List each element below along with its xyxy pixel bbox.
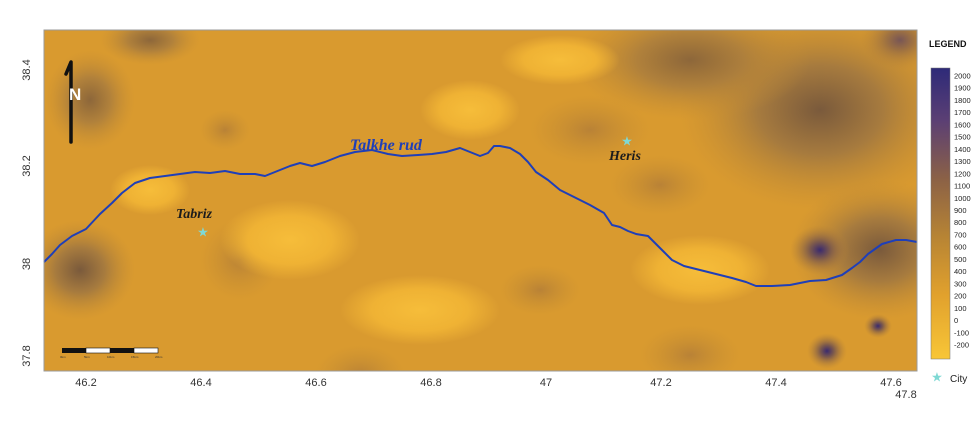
svg-text:20km: 20km <box>155 355 163 359</box>
legend: LEGEND 200019001800170016001500140013001… <box>929 39 971 385</box>
legend-tick-label: 900 <box>954 206 967 215</box>
legend-tick-label: 700 <box>954 231 967 240</box>
elevation-surface <box>44 30 917 371</box>
legend-tick-label: 1100 <box>954 182 970 191</box>
city-heris: ★ Heris <box>608 133 641 164</box>
y-tick-label: 38.4 <box>21 59 33 80</box>
city-star-icon: ★ <box>621 133 633 148</box>
x-tick-label: 47.4 <box>765 377 786 389</box>
svg-text:10km: 10km <box>107 355 115 359</box>
city-label-tabriz: Tabriz <box>176 207 213 222</box>
north-arrow-icon <box>64 60 73 144</box>
scale-bar: 0km 5km 10km 15km 20km <box>60 347 163 359</box>
legend-tick-label: 600 <box>954 243 967 252</box>
x-tick-label: 46.2 <box>75 377 96 389</box>
x-tick-label: 47.6 <box>880 377 901 389</box>
y-tick-label: 37.8 <box>21 345 33 366</box>
talkhe-rud-river <box>43 145 918 287</box>
legend-tick-label: 1500 <box>954 133 971 142</box>
legend-tick-label: 800 <box>954 218 967 227</box>
map-frame <box>43 29 918 372</box>
y-tick-label: 38.2 <box>21 155 33 176</box>
legend-city-star-icon: ★ <box>931 369 943 384</box>
legend-tick-label: 2000 <box>954 72 971 81</box>
legend-tick-label: 1200 <box>954 169 971 178</box>
legend-tick-label: 1600 <box>954 120 971 129</box>
legend-tick-label: 300 <box>954 279 967 288</box>
y-tick-label: 38 <box>21 258 33 270</box>
river-label: Talkhe rud <box>350 137 423 154</box>
legend-title: LEGEND <box>929 39 967 49</box>
legend-tick-label: -100 <box>954 328 969 337</box>
legend-tick-label: 1900 <box>954 84 971 93</box>
city-tabriz: ★ Tabriz <box>176 207 213 239</box>
legend-city-label: City <box>950 374 967 385</box>
svg-text:0km: 0km <box>60 355 66 359</box>
legend-tick-label: -200 <box>954 341 969 350</box>
legend-ticks: 2000190018001700160015001400130012001100… <box>954 72 971 350</box>
legend-tick-label: 1700 <box>954 108 971 117</box>
legend-tick-label: 1800 <box>954 96 971 105</box>
x-axis: 46.2 46.4 46.6 46.8 47 47.2 47.4 47.6 47… <box>75 377 916 401</box>
x-tick-label: 47.2 <box>650 377 671 389</box>
legend-tick-label: 400 <box>954 267 967 276</box>
city-label-heris: Heris <box>608 149 641 164</box>
x-tick-label: 47 <box>540 377 552 389</box>
legend-tick-label: 100 <box>954 304 967 313</box>
svg-text:5km: 5km <box>84 355 90 359</box>
north-label: N <box>69 85 81 104</box>
city-star-icon: ★ <box>197 224 209 239</box>
x-tick-label: 46.6 <box>305 377 326 389</box>
svg-text:15km: 15km <box>131 355 139 359</box>
legend-tick-label: 1400 <box>954 145 971 154</box>
legend-tick-label: 1000 <box>954 194 971 203</box>
x-tick-label: 46.4 <box>190 377 211 389</box>
x-tick-label: 47.8 <box>895 389 916 401</box>
legend-tick-label: 1300 <box>954 157 971 166</box>
x-tick-label: 46.8 <box>420 377 441 389</box>
legend-tick-label: 500 <box>954 255 967 264</box>
legend-tick-label: 0 <box>954 316 958 325</box>
north-arrow: N <box>64 60 81 144</box>
legend-tick-label: 200 <box>954 292 967 301</box>
y-axis: 38.4 38.2 38 37.8 <box>21 59 33 366</box>
legend-color-ramp <box>930 67 951 360</box>
